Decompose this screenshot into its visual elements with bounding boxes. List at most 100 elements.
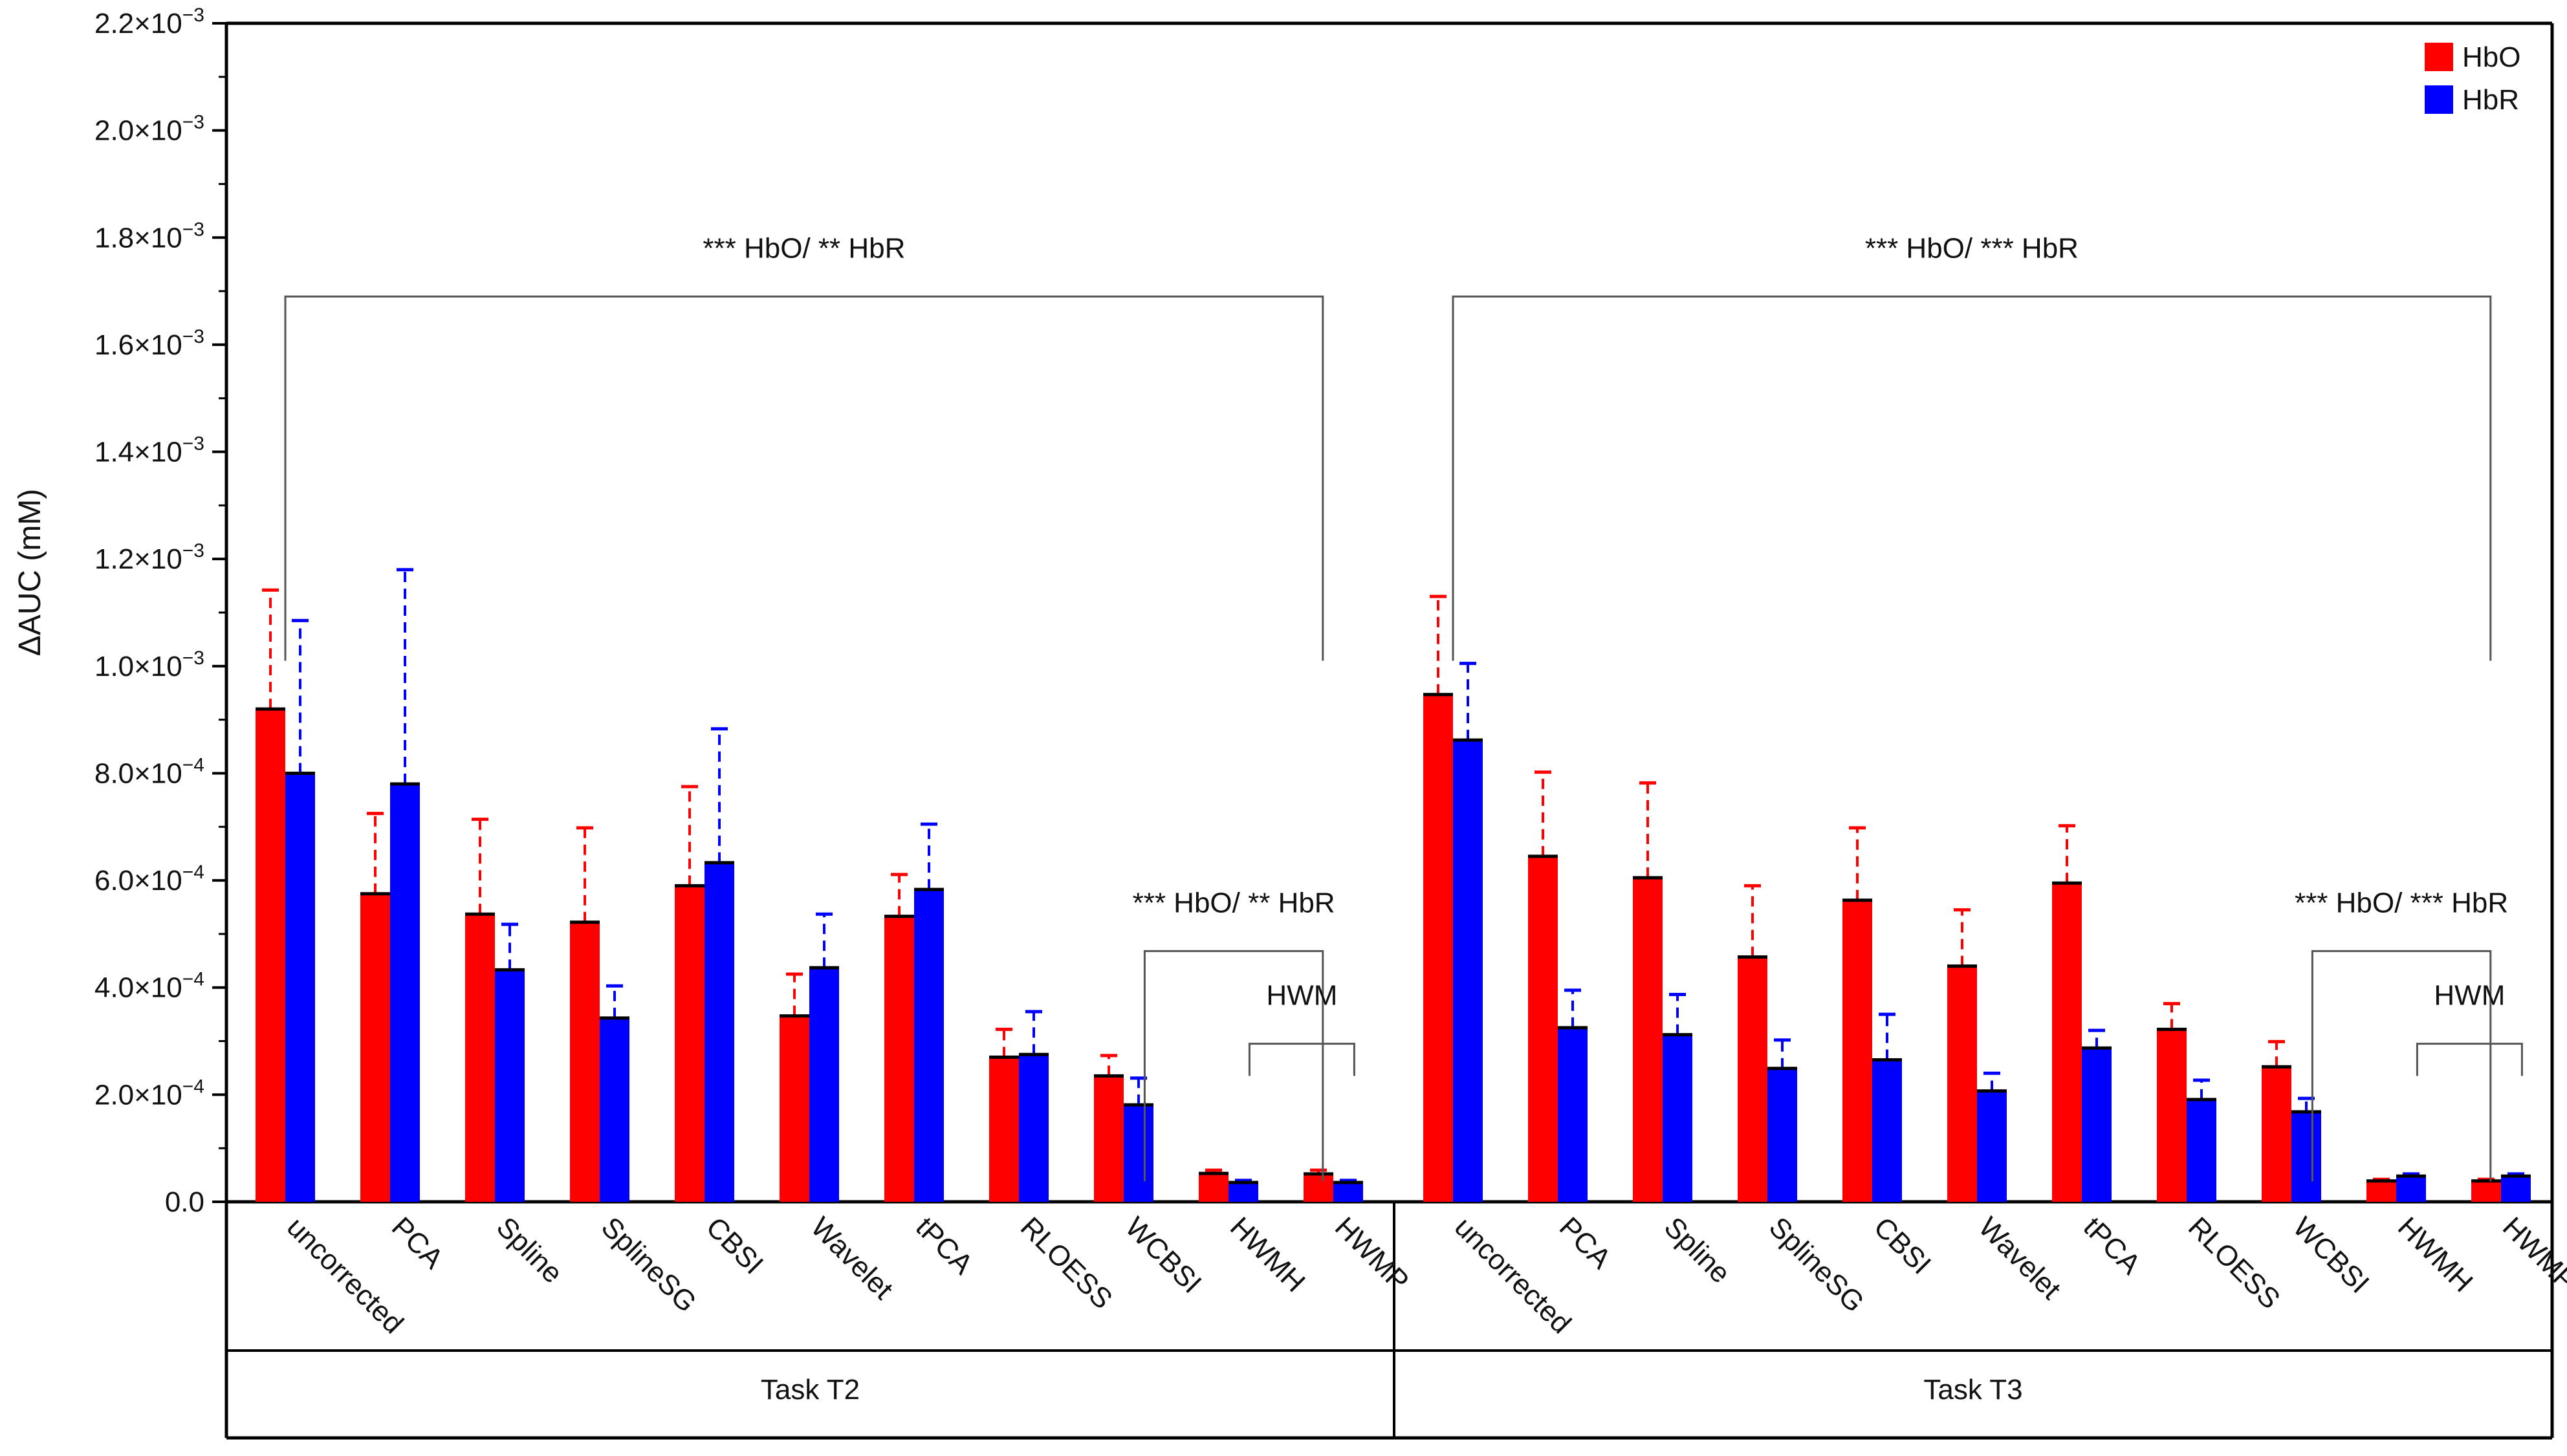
bar-hbr — [2396, 1176, 2426, 1202]
bar-hbo — [675, 886, 705, 1202]
significance-label: *** HbO/ *** HbR — [2295, 887, 2508, 918]
bar-hbo — [465, 914, 495, 1202]
category-label: CBSI — [700, 1211, 769, 1280]
category-label: HWMH — [1224, 1211, 1311, 1298]
bar-hbr — [390, 784, 420, 1202]
bar-hbo — [780, 1016, 809, 1202]
y-tick-label: 2.0×10−4 — [94, 1076, 204, 1111]
significance-label: *** HbO/ *** HbR — [1865, 232, 2079, 264]
bar-hbr — [809, 968, 839, 1202]
bar-hbo — [2366, 1180, 2396, 1202]
bar-hbr — [2501, 1176, 2531, 1202]
bar-hbr — [1872, 1059, 1902, 1202]
legend: HbO HbR — [2425, 41, 2520, 116]
significance-label: *** HbO/ ** HbR — [1133, 887, 1335, 918]
bar-hbo — [1304, 1173, 1333, 1202]
y-tick-label: 1.4×10−3 — [94, 433, 204, 468]
category-label: Wavelet — [805, 1211, 899, 1305]
significance-label: HWM — [1266, 980, 1337, 1012]
category-label: WCBSI — [1119, 1211, 1208, 1299]
y-tick-label: 4.0×10−4 — [94, 969, 204, 1004]
bar-hbr — [285, 773, 315, 1202]
category-label: RLOESS — [2182, 1211, 2286, 1315]
bar-hbo — [2262, 1067, 2291, 1202]
bar-hbo — [1528, 856, 1558, 1202]
category-label: SplineSG — [1763, 1211, 1870, 1318]
bar-hbo — [1199, 1173, 1229, 1202]
bar-hbo — [1947, 966, 1977, 1202]
bar-hbr — [1977, 1091, 2007, 1202]
category-label: PCA — [386, 1211, 450, 1275]
category-label: tPCA — [2077, 1211, 2147, 1281]
y-tick-label: 1.6×10−3 — [94, 326, 204, 361]
bar-hbr — [2291, 1111, 2321, 1202]
bar-hbo — [1738, 957, 1767, 1202]
bar-hbo — [1633, 877, 1663, 1202]
bar-hbo — [1423, 694, 1453, 1202]
significance-bracket — [1248, 1043, 1355, 1076]
y-tick-label: 1.8×10−3 — [94, 219, 204, 254]
legend-swatch-hbr — [2425, 85, 2453, 114]
y-tick-label: 8.0×10−4 — [94, 754, 204, 789]
legend-label-hbr: HbR — [2462, 84, 2519, 116]
bar-hbr — [1229, 1182, 1258, 1202]
plot-area — [224, 21, 2554, 1438]
y-tick-label: 2.2×10−3 — [94, 5, 204, 39]
legend-swatch-hbo — [2425, 43, 2453, 71]
significance-label: HWM — [2434, 980, 2505, 1012]
category-label: CBSI — [1868, 1211, 1937, 1280]
legend-label-hbo: HbO — [2462, 41, 2520, 73]
y-tick-label: 6.0×10−4 — [94, 862, 204, 896]
category-label: Spline — [490, 1211, 569, 1289]
y-axis-label: ΔAUC (mM) — [13, 489, 47, 657]
bar-hbo — [256, 709, 285, 1202]
bar-hbo — [1842, 900, 1872, 1202]
category-label: Wavelet — [1972, 1211, 2067, 1305]
y-tick-label: 1.0×10−3 — [94, 647, 204, 682]
group-label: Task T3 — [1923, 1374, 2022, 1406]
category-label: SplineSG — [595, 1211, 703, 1318]
bar-hbr — [2082, 1048, 2112, 1202]
bar-hbr — [914, 889, 944, 1202]
category-label: HWMP — [1329, 1211, 1415, 1297]
y-axis: 0.0 2.0×10−4 4.0×10−4 6.0×10−4 8.0×10−4 1.0×1… — [94, 5, 226, 1218]
bar-hbo — [2052, 883, 2082, 1202]
significance-bracket — [2416, 1043, 2523, 1076]
group-label: Task T2 — [761, 1374, 860, 1406]
bar-hbr — [1019, 1054, 1049, 1202]
bar-hbr — [600, 1017, 629, 1202]
bar-hbr — [1663, 1034, 1692, 1202]
bar-hbr — [495, 970, 525, 1202]
bar-hbo — [2157, 1029, 2187, 1202]
significance-bracket — [284, 295, 1324, 661]
bar-hbr — [2187, 1099, 2216, 1202]
bar-hbr — [1558, 1027, 1588, 1202]
category-label: RLOESS — [1014, 1211, 1119, 1315]
category-label: WCBSI — [2287, 1211, 2376, 1299]
bar-hbo — [360, 893, 390, 1202]
y-tick-label: 0.0 — [165, 1186, 204, 1218]
bar-hbr — [705, 862, 734, 1202]
category-label: HWMP — [2496, 1211, 2567, 1297]
category-label: Spline — [1658, 1211, 1736, 1289]
significance-label: *** HbO/ ** HbR — [703, 232, 905, 264]
category-label: tPCA — [910, 1211, 979, 1281]
y-tick-label: 2.0×10−3 — [94, 112, 204, 147]
bar-hbr — [1333, 1182, 1363, 1202]
bar-hbo — [570, 922, 600, 1202]
category-label: HWMH — [2392, 1211, 2479, 1298]
significance-bracket — [1452, 295, 2492, 661]
bar-hbr — [1124, 1105, 1153, 1202]
bar-hbo — [2471, 1180, 2501, 1202]
bar-hbo — [989, 1057, 1019, 1202]
bar-hbr — [1453, 740, 1483, 1202]
significance-bracket — [2311, 950, 2492, 1182]
significance-bracket — [1143, 950, 1324, 1182]
category-label: PCA — [1553, 1211, 1617, 1275]
bar-hbr — [1767, 1068, 1797, 1202]
significance-annotations: *** HbO/ ** HbR *** HbO/ ** HbR HWM *** HbO… — [284, 232, 2523, 1182]
bar-hbo — [1094, 1076, 1124, 1202]
y-tick-label: 1.2×10−3 — [94, 540, 204, 575]
